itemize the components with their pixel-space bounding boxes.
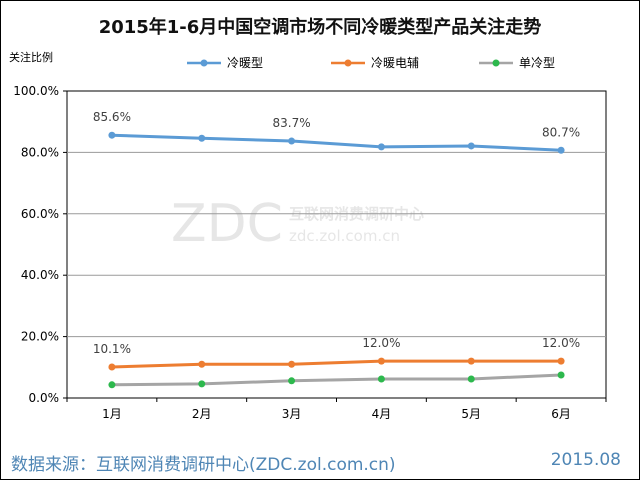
data-point bbox=[467, 142, 475, 150]
footer-date: 2015.08 bbox=[550, 450, 621, 470]
data-point bbox=[467, 357, 475, 365]
data-point bbox=[377, 375, 385, 383]
source-note: 数据来源：互联网消费调研中心(ZDC.zol.com.cn) bbox=[11, 455, 396, 475]
series-line bbox=[111, 373, 562, 387]
x-tick-label: 5月 bbox=[461, 407, 481, 421]
line-chart: ZDC 互联网消费调研中心 zdc.zol.com.cn 0.0% 20.0% 40… bbox=[9, 50, 607, 421]
data-point bbox=[198, 360, 206, 368]
data-label: 12.0% bbox=[542, 336, 580, 350]
legend-marker bbox=[200, 59, 208, 67]
data-point bbox=[377, 357, 385, 365]
data-label: 10.1% bbox=[93, 342, 131, 356]
watermark-logo: ZDC bbox=[171, 194, 283, 254]
y-tick-label: 40.0% bbox=[21, 268, 59, 282]
y-tick-label: 0.0% bbox=[29, 391, 60, 405]
data-point bbox=[108, 131, 116, 139]
data-label: 12.0% bbox=[362, 336, 400, 350]
series-line bbox=[111, 133, 562, 152]
chart-title: 2015年1-6月中国空调市场不同冷暖类型产品关注走势 bbox=[98, 17, 542, 38]
data-label: 80.7% bbox=[542, 125, 580, 139]
y-tick-label: 80.0% bbox=[21, 145, 59, 159]
data-label: 83.7% bbox=[273, 116, 311, 130]
data-point bbox=[108, 363, 116, 371]
watermark: ZDC 互联网消费调研中心 zdc.zol.com.cn bbox=[171, 194, 424, 254]
data-label: 85.6% bbox=[93, 110, 131, 124]
data-point bbox=[288, 360, 296, 368]
footer: 数据来源：互联网消费调研中心(ZDC.zol.com.cn) 2015.08 bbox=[1, 445, 639, 479]
data-point bbox=[467, 375, 475, 383]
data-point bbox=[288, 137, 296, 145]
y-tick-label: 20.0% bbox=[21, 330, 59, 344]
legend-marker bbox=[344, 59, 352, 67]
x-tick-label: 2月 bbox=[192, 407, 212, 421]
data-point bbox=[198, 380, 206, 388]
data-point bbox=[557, 371, 565, 379]
legend-label: 单冷型 bbox=[519, 56, 555, 70]
y-axis-title: 关注比例 bbox=[9, 50, 53, 64]
data-point bbox=[288, 377, 296, 385]
data-point bbox=[377, 143, 385, 151]
data-point bbox=[557, 357, 565, 365]
x-tick-label: 6月 bbox=[551, 407, 571, 421]
legend-label: 冷暖型 bbox=[227, 56, 263, 70]
data-point bbox=[198, 134, 206, 142]
x-tick-label: 3月 bbox=[282, 407, 302, 421]
y-tick-label: 60.0% bbox=[21, 207, 59, 221]
data-point bbox=[108, 381, 116, 389]
watermark-url: zdc.zol.com.cn bbox=[289, 227, 400, 245]
series-line bbox=[111, 359, 562, 369]
legend-marker bbox=[492, 59, 500, 67]
legend-label: 冷暖电辅 bbox=[371, 56, 419, 70]
data-point bbox=[557, 146, 565, 154]
x-tick-label: 4月 bbox=[372, 407, 392, 421]
x-tick-label: 1月 bbox=[102, 407, 122, 421]
y-tick-label: 100.0% bbox=[13, 84, 59, 98]
